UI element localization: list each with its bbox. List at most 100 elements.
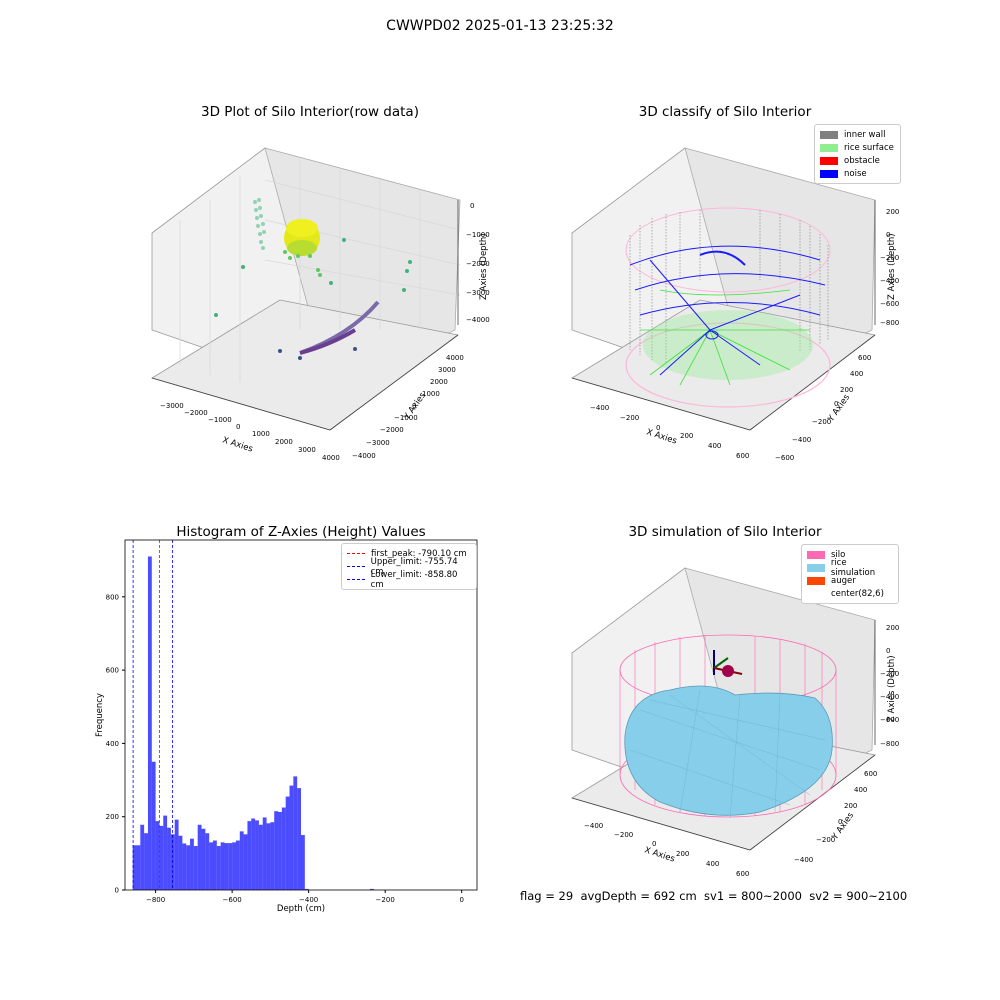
status-footer: flag = 29 avgDepth = 692 cm sv1 = 800~20… <box>520 889 908 903</box>
x-tick: 0 <box>656 424 660 432</box>
y-tick: −3000 <box>366 439 390 447</box>
histogram-bar <box>301 835 305 890</box>
legend-entry: auger <box>807 574 893 587</box>
panel4-3d-plot: 200 0 −200 −400 −600 −800 −400 −200 0 20… <box>571 567 899 878</box>
y-tick: 2000 <box>430 378 448 386</box>
histogram-bar <box>258 824 263 890</box>
panel1-axes-box <box>151 147 461 431</box>
y-tick: 400 <box>854 786 867 794</box>
panel2-title: 3D classify of Silo Interior <box>638 104 812 120</box>
z-tick: −3000 <box>466 289 490 297</box>
hist-xlabel: Depth (cm) <box>277 904 325 914</box>
panel1-y-ticks: −4000 −3000 −2000 −1000 0 1000 2000 3000… <box>352 354 464 460</box>
z-tick: 0 <box>886 231 890 239</box>
x-tick-label: −800 <box>146 896 165 904</box>
histogram-bar <box>239 831 244 890</box>
x-tick: −2000 <box>184 409 208 417</box>
y-tick-label: 800 <box>106 593 119 601</box>
histogram-legend: first_peak: -790.10 cm Upper_limit: -755… <box>341 543 477 590</box>
histogram-chart: −800 −600 −400 −200 0 0 200 400 600 800 Depth (c… <box>95 539 478 914</box>
x-tick: 3000 <box>298 446 316 454</box>
legend-entry: obstacle <box>820 154 895 167</box>
x-tick: 400 <box>708 442 721 450</box>
histogram-bar <box>270 822 275 890</box>
panel1-z-ticks: 0 −1000 −2000 −3000 −4000 <box>466 202 490 324</box>
legend-label: Lower_limit: -858.80 cm <box>370 569 458 590</box>
x-tick: −400 <box>584 822 603 830</box>
histogram-bar <box>209 842 213 890</box>
legend-line <box>347 566 365 567</box>
z-tick: 200 <box>886 208 899 216</box>
histogram-bar <box>186 845 191 890</box>
panel2-xlabel: X Axies <box>645 427 678 446</box>
y-tick: −1000 <box>394 414 418 422</box>
histogram-bar <box>235 840 240 890</box>
legend-label: Upper_limit: -755.74 cm <box>370 556 458 577</box>
x-tick: 2000 <box>275 438 293 446</box>
legend-entry: rice surface <box>820 141 895 154</box>
y-tick: 4000 <box>446 354 464 362</box>
histogram-bar <box>274 811 279 890</box>
y-tick-label: 600 <box>106 667 119 675</box>
x-tick: −3000 <box>160 402 184 410</box>
x-tick: −200 <box>620 414 639 422</box>
z-tick: −800 <box>880 319 899 327</box>
legend-entry: Lower_limit: -858.80 cm <box>347 570 471 590</box>
histogram-bar <box>151 761 156 890</box>
hist-ylabel: Frequency <box>95 693 105 737</box>
panel2-legend: inner wall rice surface obstacle noise <box>814 124 901 184</box>
histogram-bar <box>220 842 225 890</box>
histogram-bar <box>304 888 309 890</box>
z-tick: −4000 <box>466 316 490 324</box>
x-tick-label: 0 <box>459 896 463 904</box>
x-tick: 200 <box>676 850 689 858</box>
histogram-bar <box>174 819 179 890</box>
panel1-x-ticks: −3000 −2000 −1000 0 1000 2000 3000 4000 <box>160 402 340 462</box>
histogram-bar <box>167 827 171 890</box>
x-tick-label: −600 <box>223 896 242 904</box>
legend-label: first_peak: -790.10 cm <box>371 548 467 559</box>
legend-swatch <box>820 130 838 139</box>
histogram-bar <box>216 846 221 890</box>
legend-label: obstacle <box>844 155 880 166</box>
x-tick: 600 <box>736 870 749 878</box>
panel3-title: Histogram of Z-Axies (Height) Values <box>176 524 426 540</box>
histogram-bar <box>243 834 248 890</box>
panel2-points <box>625 207 831 408</box>
legend-label: rice surface <box>844 142 894 153</box>
histogram-bar <box>197 824 202 890</box>
panel4-legend: silo rice simulation auger center(82,6) <box>801 544 899 604</box>
panel1-points <box>214 198 412 360</box>
panel4-ylabel: Y Axies <box>830 810 857 842</box>
x-tick-label: −400 <box>299 896 318 904</box>
legend-entry: inner wall <box>820 128 895 141</box>
x-tick: 1000 <box>252 430 270 438</box>
histogram-bar <box>201 828 206 890</box>
panel2-3d-plot: 200 0 −200 −400 −600 −800 −400 −200 0 20… <box>571 147 899 462</box>
y-tick: −200 <box>812 418 831 426</box>
histogram-bar <box>140 824 145 890</box>
legend-swatch <box>820 169 838 178</box>
y-tick: 600 <box>858 354 871 362</box>
z-tick: −400 <box>880 693 899 701</box>
z-tick: −1000 <box>466 231 490 239</box>
x-tick-label: −200 <box>376 896 395 904</box>
histogram-bar <box>369 888 374 890</box>
legend-swatch <box>807 590 825 598</box>
legend-entry: rice simulation <box>807 558 893 578</box>
histogram-bar <box>136 845 141 890</box>
figure-title: CWWPD02 2025-01-13 23:25:32 <box>386 18 614 34</box>
y-tick: −400 <box>792 436 811 444</box>
panel4-zlabel: Z Axies (Depth) <box>887 655 897 722</box>
histogram-bar <box>289 785 294 890</box>
legend-swatch <box>807 576 825 585</box>
panel2-z-ticks: 200 0 −200 −400 −600 −800 <box>880 208 899 327</box>
panel1-3d-plot: 0 −1000 −2000 −3000 −4000 −3000 −2000 −1… <box>151 147 490 462</box>
y-tick: 200 <box>844 802 857 810</box>
x-tick: 0 <box>236 423 240 431</box>
z-tick: −400 <box>880 277 899 285</box>
y-tick-label: 400 <box>106 740 119 748</box>
histogram-bar <box>262 817 267 890</box>
panel4-z-ticks: 200 0 −200 −400 −600 −800 <box>880 624 899 748</box>
legend-label: rice simulation <box>830 557 876 578</box>
